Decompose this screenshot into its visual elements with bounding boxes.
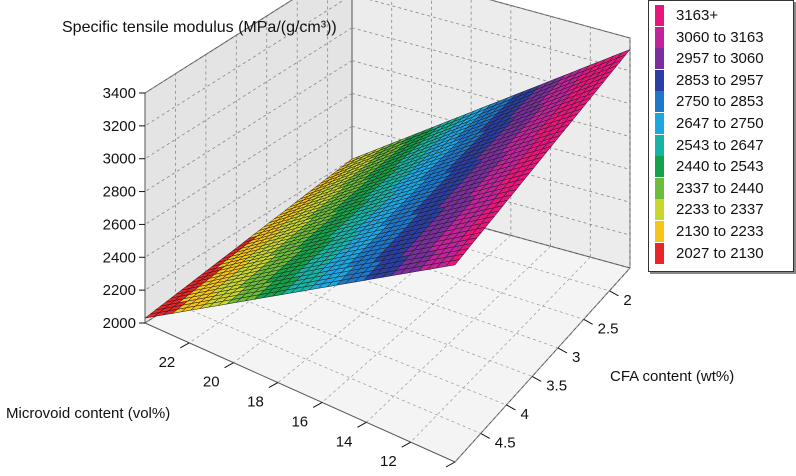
legend-swatch (655, 91, 664, 113)
legend-swatch (655, 199, 664, 221)
x-tick-mark (506, 404, 516, 411)
x-tick-mark (531, 375, 542, 382)
floor-grid (175, 303, 481, 434)
legend-entry: 2027 to 2130 (655, 242, 764, 264)
legend-swatch (655, 48, 664, 70)
z-tick-label: 2400 (103, 249, 136, 266)
x-tick-label: 2.5 (598, 320, 619, 337)
response-surface (144, 48, 631, 319)
legend-entry: 2750 to 2853 (655, 91, 764, 113)
floor-grid (236, 264, 533, 377)
left-wall-gridline (144, 158, 353, 291)
back-wall-gridline (489, 0, 631, 39)
z-tick-label: 2600 (103, 216, 136, 233)
legend-swatch (655, 177, 664, 199)
z-tick-label: 2000 (103, 315, 136, 332)
x-tick-mark (583, 318, 593, 325)
left-wall-gridline (144, 60, 353, 192)
floor-grid (454, 267, 631, 463)
left-wall-gridline (144, 0, 293, 94)
legend-swatch (655, 5, 664, 26)
z-tick-label: 3000 (103, 151, 136, 168)
left-wall-gridline (144, 125, 353, 258)
y-tick-label: 14 (336, 433, 353, 450)
chart-title: Specific tensile modulus (MPa/(g/cm³)) (62, 19, 337, 36)
y-tick-label: 12 (380, 453, 397, 470)
legend-swatch (655, 134, 664, 156)
back-wall-gridline (369, 0, 631, 72)
legend-entry: 2647 to 2750 (655, 113, 764, 134)
x-tick-mark (609, 290, 619, 297)
y-axis-label: Microvoid content (vol%) (6, 405, 170, 422)
x-tick-label: 3.5 (546, 377, 567, 394)
legend-entry: 2957 to 3060 (655, 48, 764, 70)
axis-ticks: 2000 2200 2400 2600 2800 3000 3200 3400 10 12 14 16… (103, 85, 632, 476)
z-tick-label: 2200 (103, 282, 136, 299)
y-tick-mark (445, 461, 456, 468)
left-wall-gridline (144, 93, 353, 225)
y-tick-label: 18 (247, 394, 264, 411)
y-tick-label: 22 (159, 354, 176, 371)
floor-grid (233, 213, 432, 363)
legend-label: 2543 to 2647 (676, 136, 764, 154)
legend-label: 2957 to 3060 (676, 50, 764, 68)
legend-label: 2440 to 2543 (676, 158, 764, 176)
legend-label: 3060 to 3163 (676, 28, 764, 46)
legend-label: 2130 to 2233 (676, 223, 764, 240)
legend-entry: 2233 to 2337 (655, 199, 764, 221)
y-tick-label: 10 (424, 473, 441, 476)
legend-label: 2233 to 2337 (676, 201, 764, 219)
y-tick-mark (268, 382, 279, 389)
legend-entry: 2543 to 2647 (655, 134, 764, 156)
legend-label: 2750 to 2853 (676, 93, 764, 111)
legend-label: 3163+ (676, 7, 719, 24)
legend-swatch (655, 156, 664, 178)
legend-swatch (655, 242, 664, 264)
x-tick-label: 3 (572, 349, 580, 366)
legend-label: 2647 to 2750 (676, 115, 764, 132)
z-tick-label: 3200 (103, 118, 136, 135)
floor-grid (189, 202, 392, 344)
left-wall-gridline (144, 0, 345, 127)
x-tick-label: 4.5 (495, 434, 516, 451)
x-tick-mark (480, 433, 490, 439)
y-tick-mark (224, 362, 234, 369)
legend-entry: 2337 to 2440 (655, 177, 764, 199)
back-wall-gridline (351, 60, 631, 137)
z-tick-label: 3400 (103, 85, 136, 102)
legend-entry: 2853 to 2957 (655, 69, 764, 91)
legend-entry: 2130 to 2233 (655, 221, 764, 242)
z-tick-label: 2800 (103, 184, 136, 201)
legend-entry: 3060 to 3163 (655, 26, 764, 48)
floor-grid (366, 246, 551, 423)
legend-swatch (655, 69, 664, 91)
y-tick-label: 20 (203, 374, 220, 391)
y-tick-mark (357, 421, 367, 428)
surface-cell (445, 259, 461, 267)
legend-entry: 2440 to 2543 (655, 156, 764, 178)
legend-label: 2337 to 2440 (676, 179, 764, 197)
x-tick-label: 4 (520, 406, 528, 423)
x-axis-label: CFA content (wt%) (610, 368, 734, 385)
legend-swatch (655, 26, 664, 48)
x-tick-mark (557, 347, 568, 354)
y-tick-mark (180, 342, 190, 349)
legend-swatch (655, 221, 664, 242)
legend-entry: 3163+ (655, 5, 718, 26)
legend-label: 2027 to 2130 (676, 244, 764, 262)
y-tick-label: 16 (291, 413, 308, 430)
left-wall-gridline (144, 27, 353, 160)
legend-swatch (655, 113, 664, 134)
legend-label: 2853 to 2957 (676, 71, 764, 89)
y-tick-mark (401, 441, 411, 448)
x-tick-label: 2 (623, 292, 631, 309)
floor-grid (410, 256, 591, 443)
y-tick-mark (312, 401, 323, 408)
legend: 3163+ 3060 to 3163 2957 to 3060 2853 to 295… (648, 0, 794, 272)
